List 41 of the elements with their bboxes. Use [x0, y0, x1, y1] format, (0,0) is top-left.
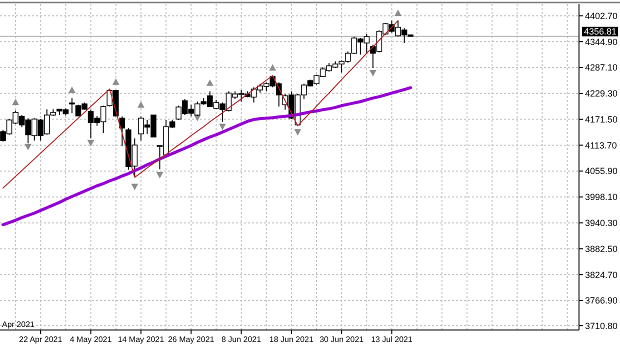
y-tick-label: 3998.10	[585, 192, 618, 202]
point	[156, 172, 164, 179]
x-tick-label: 18 Jun 2021	[269, 335, 314, 344]
y-tick-label: 3940.30	[585, 218, 618, 228]
x-tick-label: 8 Jun 2021	[221, 335, 262, 344]
x-tick-label: 4 May 2021	[70, 335, 112, 344]
point	[269, 64, 276, 71]
x-tick-label: 26 May 2021	[168, 335, 215, 344]
candlestick	[69, 98, 75, 114]
point	[218, 124, 226, 130]
y-tick-label: 3882.50	[585, 244, 618, 254]
point	[24, 144, 32, 150]
y-tick-label: 4229.30	[585, 88, 618, 99]
point	[131, 184, 138, 190]
point	[12, 98, 20, 106]
x-tick-label: 30 Jun 2021	[320, 335, 364, 344]
y-tick-label: 4113.70	[585, 140, 617, 150]
y-tick-label: 4055.90	[585, 166, 618, 176]
y-tick-label: 4171.50	[585, 114, 618, 124]
candlestick	[119, 116, 126, 146]
point	[394, 9, 402, 16]
y-tick-label: 4287.10	[585, 62, 618, 73]
point	[206, 79, 214, 86]
point	[68, 86, 76, 93]
y-tick-label: 3710.80	[585, 320, 618, 331]
y-tick-label: 3766.90	[585, 296, 618, 306]
x-tick-label: 13 Jul 2021	[371, 335, 413, 344]
point	[112, 78, 120, 85]
y-tick-label: 4344.90	[585, 36, 618, 47]
x-tick-label: 22 Apr 2021	[19, 335, 63, 344]
line-series	[2, 20, 399, 189]
y-tick-label: 3824.70	[585, 270, 618, 280]
y-tick-label: 4402.70	[585, 10, 618, 21]
point	[87, 140, 94, 146]
x-tick-label: 14 May 2021	[118, 335, 165, 344]
point	[369, 70, 376, 76]
point	[294, 129, 302, 136]
annotation: Apr 2021	[2, 320, 36, 329]
ref-line-label: 4356.81	[584, 26, 617, 36]
point	[137, 101, 144, 108]
line-series	[2, 86, 412, 226]
